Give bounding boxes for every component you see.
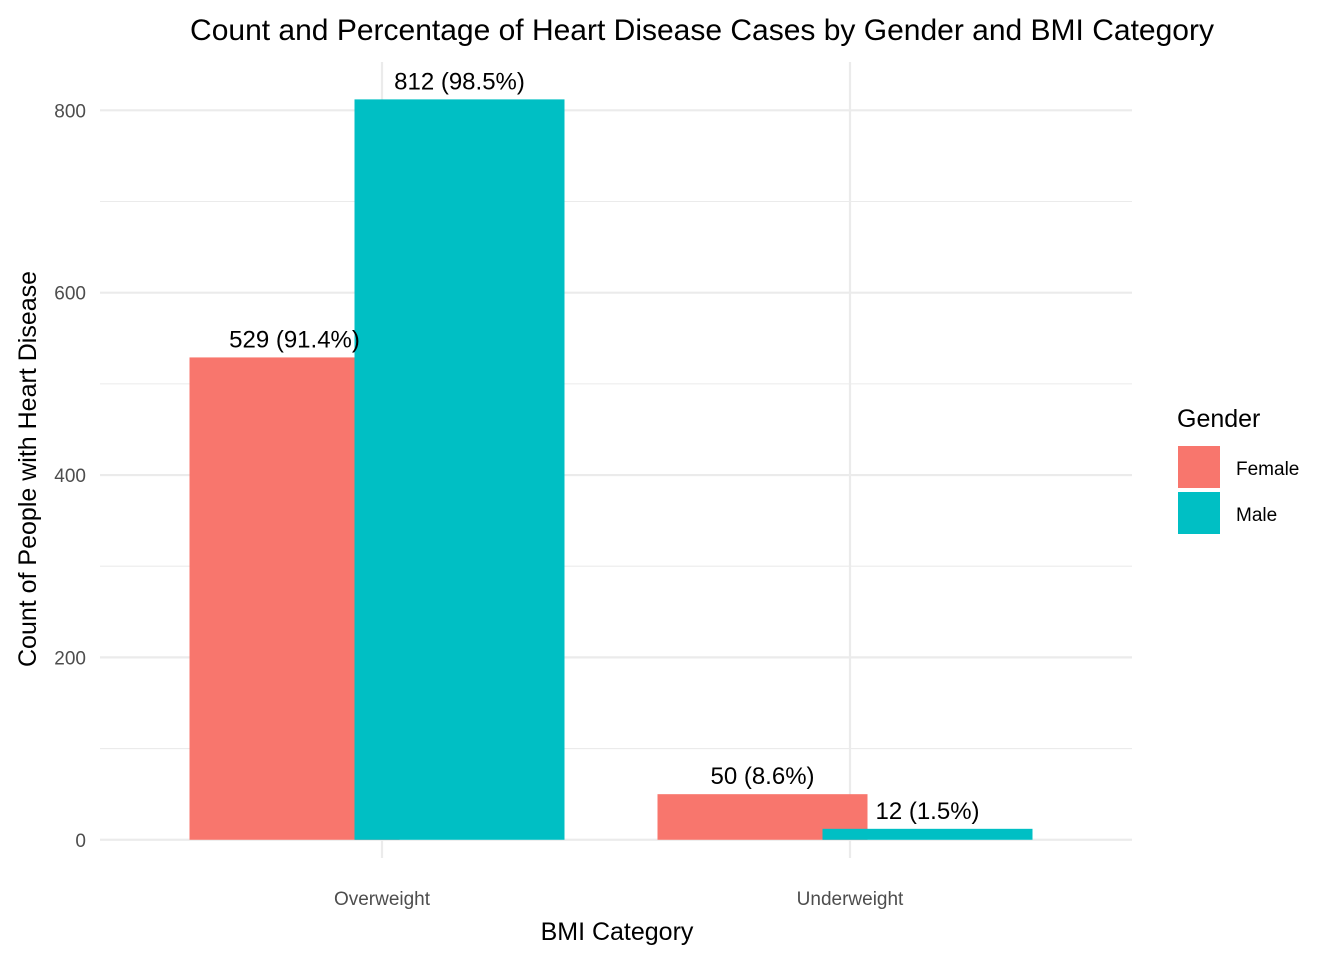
bar-male-underweight [822, 828, 1033, 840]
legend-label-female: Female [1236, 459, 1299, 480]
data-label-male-overweight: 812 (98.5%) [394, 68, 525, 95]
data-label-female-underweight: 50 (8.6%) [710, 763, 814, 790]
legend-label-male: Male [1236, 505, 1277, 526]
data-labels-layer: 529 (91.4%) 812 (98.5%) 50 (8.6%) 12 (1.5%) [229, 68, 979, 824]
y-axis-title: Count of People with Heart Disease [14, 271, 42, 667]
x-tick-label: Underweight [797, 889, 904, 910]
data-label-female-overweight: 529 (91.4%) [229, 326, 360, 353]
legend-swatch-male [1178, 492, 1220, 534]
y-tick-label: 800 [54, 101, 86, 122]
x-axis-title: BMI Category [541, 918, 694, 946]
y-tick-label: 0 [75, 831, 86, 852]
y-tick-label: 200 [54, 648, 86, 669]
x-axis-ticks: Overweight Underweight [334, 889, 904, 910]
legend-title: Gender [1177, 405, 1260, 433]
bars-layer [189, 99, 1033, 840]
x-tick-label: Overweight [334, 889, 431, 910]
legend: Gender Female Male [1177, 405, 1299, 534]
y-tick-label: 400 [54, 466, 86, 487]
y-axis-ticks: 0 200 400 600 800 [54, 101, 86, 851]
chart-title: Count and Percentage of Heart Disease Ca… [190, 14, 1214, 47]
y-tick-label: 600 [54, 284, 86, 305]
data-label-male-underweight: 12 (1.5%) [875, 798, 979, 825]
bar-male-overweight [354, 99, 565, 840]
legend-swatch-female [1178, 446, 1220, 488]
